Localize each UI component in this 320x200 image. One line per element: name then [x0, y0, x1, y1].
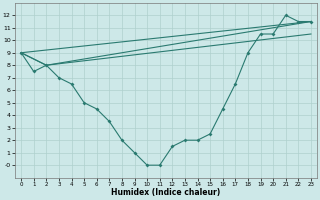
X-axis label: Humidex (Indice chaleur): Humidex (Indice chaleur) — [111, 188, 221, 197]
